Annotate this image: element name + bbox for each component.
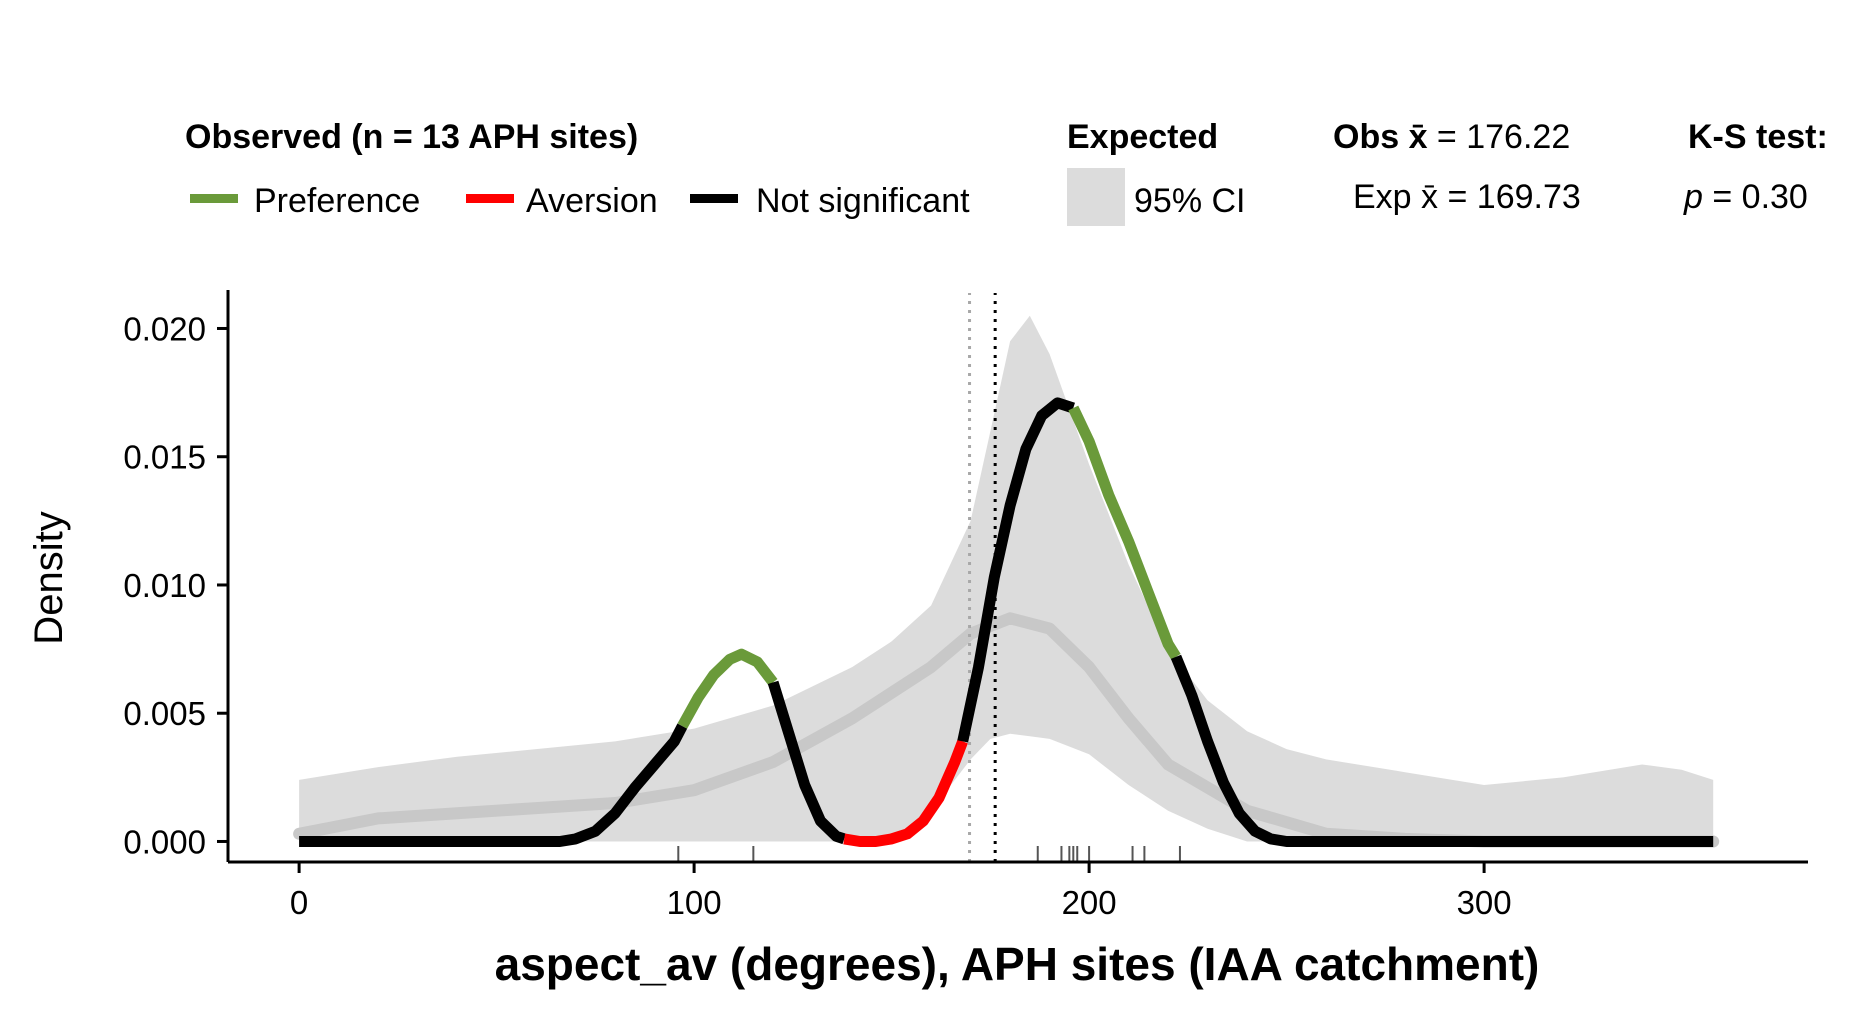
- y-tick-label-2: 0.010: [123, 567, 206, 604]
- y-tick-label-4: 0.020: [123, 310, 206, 347]
- ks-test-title: K-S test:: [1688, 118, 1828, 156]
- observed-density-not-significant-4: [957, 397, 1075, 743]
- x-tick-label-2: 200: [1062, 884, 1117, 921]
- obs-mean-prefix: Obs x̄: [1333, 118, 1428, 156]
- x-tick-label-0: 0: [290, 884, 308, 921]
- obs-mean-value: = 176.22: [1427, 118, 1570, 156]
- p-value: = 0.30: [1703, 178, 1808, 216]
- observed-density-preference-5: [1068, 405, 1181, 660]
- legend-aversion-label: Aversion: [526, 182, 658, 220]
- legend-ci-key: [1067, 168, 1125, 226]
- obs-mean-text: Obs x̄ = 176.22: [1333, 118, 1570, 156]
- legend-observed-title: Observed (n = 13 APH sites): [185, 118, 638, 156]
- observed-density-aversion-3: [843, 739, 968, 847]
- observed-density-preference-1: [677, 648, 778, 729]
- exp-mean-text: Exp x̄ = 169.73: [1353, 178, 1581, 216]
- x-axis-title: aspect_av (degrees), APH sites (IAA catc…: [495, 938, 1540, 990]
- observed-density-not-significant-6: [1170, 654, 1714, 847]
- legend-not-significant-label: Not significant: [756, 182, 970, 220]
- observed-density-not-significant-2: [767, 680, 846, 845]
- y-axis-title: Density: [27, 511, 71, 644]
- ks-p-value: p = 0.30: [1683, 178, 1808, 216]
- legend-not-significant-key: [690, 194, 738, 203]
- legend-ci-label: 95% CI: [1134, 182, 1246, 220]
- legend-aversion-key: [466, 194, 514, 203]
- legend-preference-label: Preference: [254, 182, 420, 220]
- axes: 0.000 0.005 0.010 0.015 0.020 0 100 200 300: [123, 290, 1808, 921]
- y-tick-label-1: 0.005: [123, 695, 206, 732]
- observed-density-not-significant-0: [299, 723, 688, 847]
- legend-expected-title: Expected: [1067, 118, 1218, 156]
- plot-area: [293, 293, 1720, 862]
- legend-preference-key: [190, 194, 238, 203]
- y-tick-label-0: 0.000: [123, 823, 206, 860]
- x-tick-label-3: 300: [1457, 884, 1512, 921]
- expected-ci-band: [299, 315, 1714, 842]
- legend: Observed (n = 13 APH sites) Preference A…: [185, 118, 1828, 226]
- y-tick-label-3: 0.015: [123, 439, 206, 476]
- x-tick-label-1: 100: [667, 884, 722, 921]
- p-symbol: p: [1683, 178, 1703, 216]
